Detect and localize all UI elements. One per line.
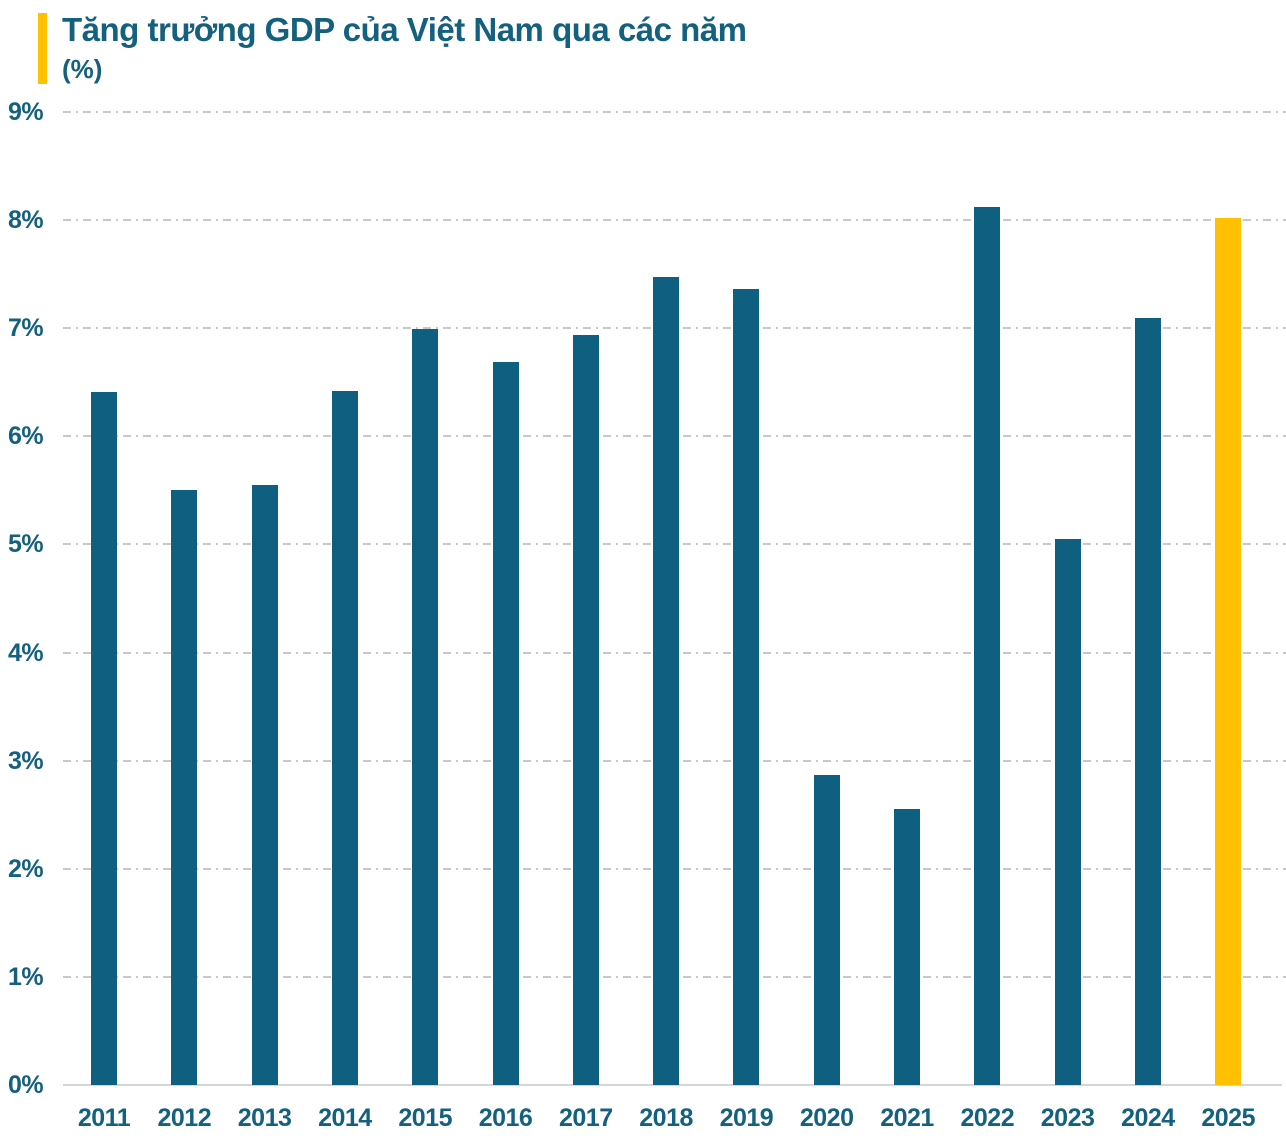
title-accent-bar [38, 13, 47, 84]
xtick-label-2023: 2023 [1040, 1104, 1095, 1132]
bar-2020 [813, 774, 840, 1085]
ytick-label-4%: 4% [8, 638, 44, 667]
ytick-label-9%: 9% [8, 98, 44, 126]
ytick-label-7%: 7% [8, 314, 44, 343]
ytick-label-8%: 8% [8, 206, 44, 235]
bar-2025 [1215, 217, 1242, 1085]
bar-2013 [251, 484, 278, 1085]
ytick-label-1%: 1% [8, 962, 44, 991]
bar-2021 [894, 809, 920, 1085]
xtick-label-2021: 2021 [880, 1104, 934, 1132]
ytick-label-3%: 3% [8, 746, 44, 775]
xtick-label-2025: 2025 [1201, 1104, 1255, 1132]
xtick-label-2020: 2020 [799, 1104, 854, 1132]
xtick-label-2018: 2018 [639, 1104, 693, 1132]
bar-2014 [331, 390, 358, 1085]
xtick-label-2024: 2024 [1121, 1104, 1175, 1132]
bar-2018 [653, 277, 680, 1085]
chart-subtitle: (%) [62, 54, 103, 84]
bar-2012 [171, 490, 198, 1085]
ytick-label-2%: 2% [8, 854, 44, 883]
ytick-label-0%: 0% [8, 1071, 44, 1099]
xtick-label-2011: 2011 [77, 1104, 131, 1132]
bar-2015 [412, 329, 439, 1085]
bar-2011 [91, 392, 117, 1085]
ytick-label-6%: 6% [8, 422, 44, 451]
bar-2024 [1134, 318, 1161, 1085]
xtick-label-2022: 2022 [960, 1104, 1015, 1132]
bar-2023 [1054, 539, 1081, 1085]
xtick-label-2019: 2019 [719, 1104, 774, 1132]
xtick-label-2017: 2017 [558, 1104, 613, 1132]
bar-2016 [492, 361, 519, 1085]
bar-2019 [733, 289, 760, 1085]
chart-title: Tăng trưởng GDP của Việt Nam qua các năm [62, 11, 747, 48]
xtick-label-2015: 2015 [398, 1104, 452, 1132]
xtick-label-2012: 2012 [157, 1104, 212, 1132]
xtick-label-2013: 2013 [237, 1104, 292, 1132]
ytick-label-5%: 5% [8, 530, 44, 559]
gridline-9% [63, 111, 1286, 113]
bar-2017 [572, 334, 599, 1085]
xtick-label-2016: 2016 [478, 1104, 533, 1132]
bar-2022 [974, 207, 1001, 1085]
xtick-label-2014: 2014 [318, 1104, 372, 1132]
gridline-8% [63, 219, 1286, 222]
x-axis-line [63, 1084, 1282, 1086]
